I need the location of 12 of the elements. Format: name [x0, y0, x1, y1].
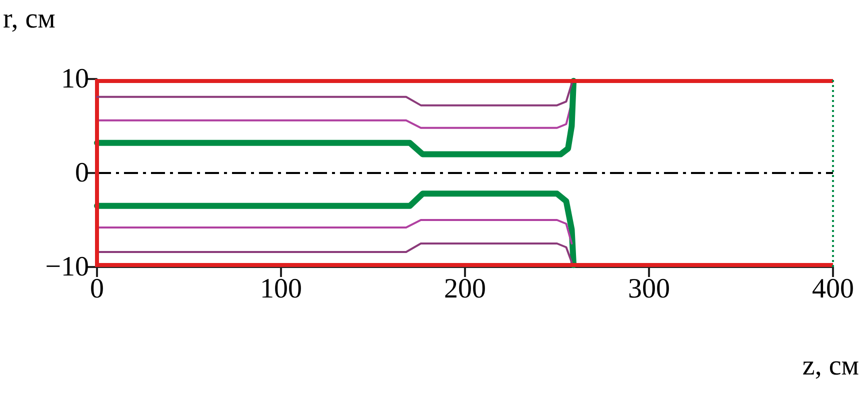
x-tick-label: 300 — [628, 274, 670, 304]
y-tick-label: −10 — [45, 252, 89, 282]
y-tick-label: 10 — [61, 64, 89, 94]
y-axis-title: r, см — [3, 4, 56, 34]
x-tick-label: 200 — [444, 274, 486, 304]
y-tick-label: 0 — [75, 158, 89, 188]
line-series — [96, 82, 573, 106]
line-series — [96, 219, 573, 244]
x-axis-title: z, см — [802, 350, 860, 382]
line-series — [96, 242, 573, 264]
x-tick-label: 100 — [260, 274, 302, 304]
x-tick-label: 400 — [812, 274, 854, 304]
